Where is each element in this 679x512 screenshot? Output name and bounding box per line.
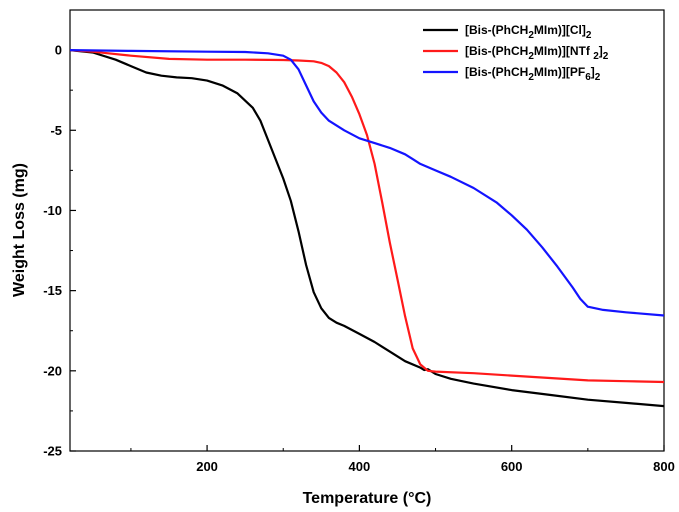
plot-frame: [69, 9, 665, 452]
axis-ticks: 200 400 600 800 0 -5 -10 -15 -20 -25: [43, 43, 675, 474]
y-tick-label: -20: [43, 363, 62, 378]
y-tick-label: 0: [55, 43, 62, 58]
legend-label-2: [Bis-(PhCH2MIm)][NTf 2]2: [465, 44, 609, 62]
y-axis-label: Weight Loss (mg): [11, 163, 28, 297]
series-line-3: [69, 49, 665, 317]
y-tick-label: -10: [43, 203, 62, 218]
y-tick-label: -5: [50, 123, 62, 138]
x-tick-label: 600: [501, 459, 523, 474]
series-lines: [69, 49, 665, 408]
y-tick-label: -15: [43, 283, 62, 298]
series-line-1: [69, 49, 665, 408]
x-axis-label: Temperature (°C): [303, 490, 432, 507]
x-tick-label: 800: [653, 459, 675, 474]
legend-label-3: [Bis-(PhCH2MIm)][PF6]2: [465, 65, 601, 83]
y-tick-label: -25: [43, 444, 62, 459]
series-line-2: [69, 49, 665, 384]
x-tick-label: 400: [349, 459, 371, 474]
legend-label-1: [Bis-(PhCH2MIm)][Cl]2: [465, 23, 592, 41]
legend: [Bis-(PhCH2MIm)][Cl]2 [Bis-(PhCH2MIm)][NT…: [423, 23, 609, 83]
x-tick-label: 200: [196, 459, 218, 474]
